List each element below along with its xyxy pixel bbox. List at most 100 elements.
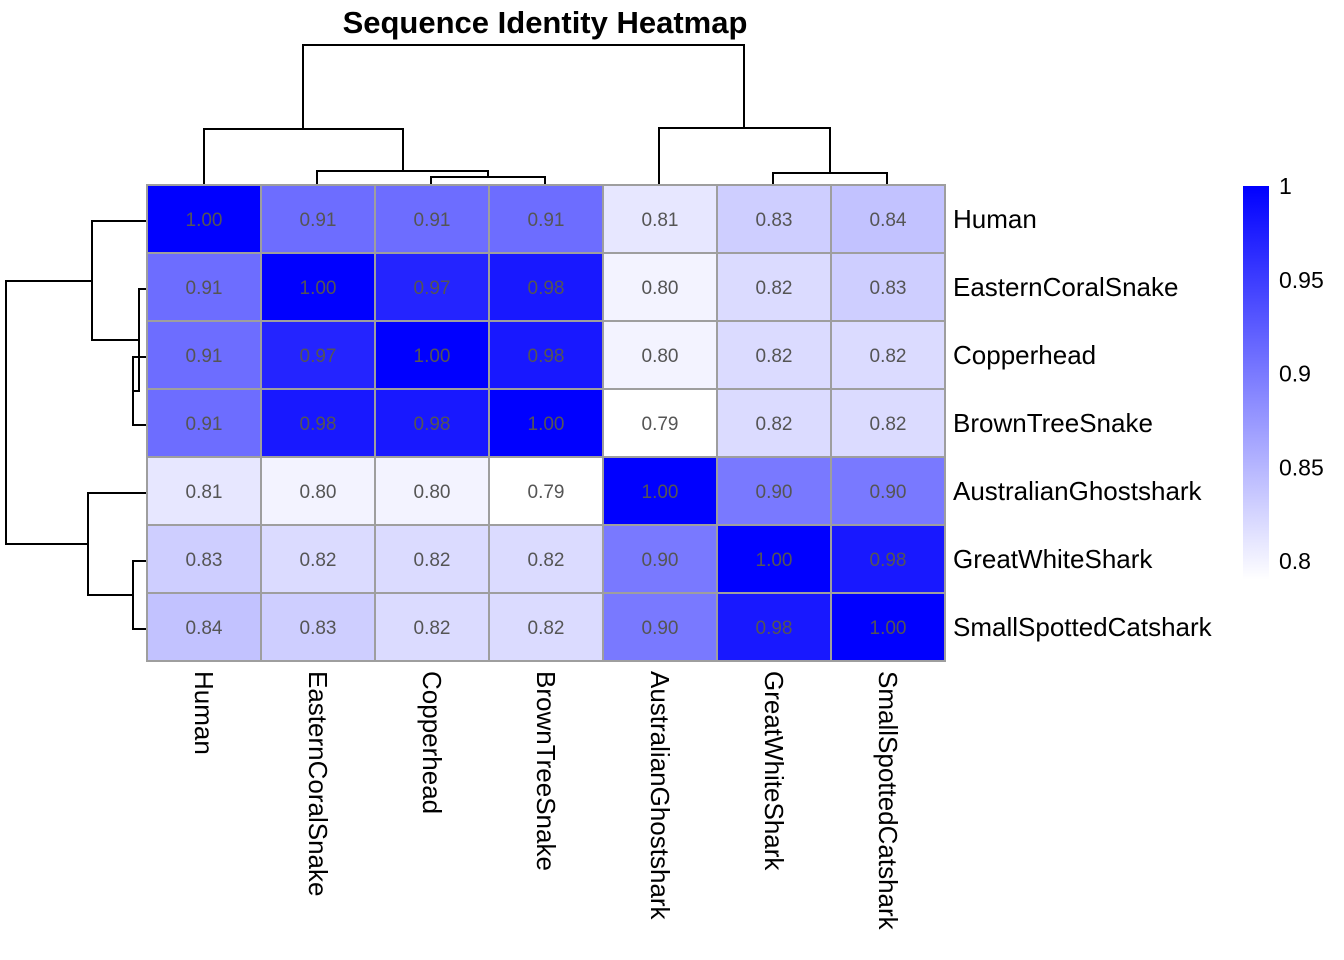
row-labels: Human EasternCoralSnake Copperhead BrownTre…: [953, 204, 1213, 642]
column-label: SmallSpottedCatshark: [873, 671, 903, 931]
cell-value-label: 0.82: [414, 618, 451, 639]
heatmap-cell: [260, 524, 376, 594]
cell-value-label: 0.83: [300, 618, 337, 639]
legend-tick-label: 0.95: [1279, 267, 1324, 293]
legend-tick-label: 0.85: [1279, 454, 1324, 480]
row-label: Copperhead: [953, 340, 1096, 370]
legend-tick-label: 1: [1279, 173, 1292, 199]
heatmap-cell: [488, 320, 604, 390]
heatmap-cell: [488, 184, 604, 254]
cell-value-label: 0.91: [186, 278, 223, 299]
chart-title: Sequence Identity Heatmap: [343, 5, 748, 40]
heatmap-cell: [374, 252, 490, 322]
cell-value-label: 0.91: [414, 210, 451, 231]
cell-value-label: 0.83: [756, 210, 793, 231]
heatmap-cell: [488, 388, 604, 458]
dendrogram-branch: [772, 172, 888, 185]
heatmap-cell: [374, 456, 490, 526]
cell-value-label: 1.00: [642, 482, 679, 503]
row-label: SmallSpottedCatshark: [953, 612, 1213, 642]
cell-value-label: 0.80: [414, 482, 451, 503]
heatmap-cell: [830, 456, 946, 526]
cell-value-label: 0.98: [528, 346, 565, 367]
column-label: BrownTreeSnake: [531, 671, 561, 871]
cell-value-label: 0.83: [186, 550, 223, 571]
cell-value-label: 0.82: [756, 278, 793, 299]
cell-value-label: 0.80: [642, 278, 679, 299]
heatmap-cell: [830, 184, 946, 254]
cell-value-label: 0.82: [870, 346, 907, 367]
cell-value-label: 1.00: [756, 550, 793, 571]
cell-value-label: 0.91: [300, 210, 337, 231]
heatmap-cell: [716, 456, 832, 526]
cell-value-label: 0.82: [300, 550, 337, 571]
row-label: Human: [953, 204, 1037, 234]
color-legend: 0.8 0.85 0.9 0.95 1: [1243, 173, 1324, 580]
cell-value-label: 0.98: [300, 414, 337, 435]
cell-value-label: 1.00: [300, 278, 337, 299]
cell-value-label: 0.82: [528, 618, 565, 639]
dendrogram-branch: [132, 560, 147, 630]
legend-tick-label: 0.9: [1279, 361, 1311, 387]
heatmap-cell: [602, 524, 718, 594]
heatmap-cell: [374, 592, 490, 662]
column-label: EasternCoralSnake: [303, 671, 333, 896]
row-label: BrownTreeSnake: [953, 408, 1153, 438]
heatmap-cell: [602, 388, 718, 458]
cell-value-label: 0.91: [186, 346, 223, 367]
cell-value-label: 0.82: [414, 550, 451, 571]
row-label: GreatWhiteShark: [953, 544, 1153, 574]
cell-value-label: 0.79: [528, 482, 565, 503]
cell-value-label: 0.98: [528, 278, 565, 299]
heatmap-cell: [716, 524, 832, 594]
heatmap-cell: [716, 388, 832, 458]
heatmap-cell: [374, 388, 490, 458]
heatmap-cell: [146, 184, 262, 254]
cell-value-label: 0.82: [756, 346, 793, 367]
cell-value-label: 1.00: [414, 346, 451, 367]
column-dendrogram: [203, 44, 888, 185]
cell-value-label: 0.80: [300, 482, 337, 503]
heatmap-cell: [716, 320, 832, 390]
dendrogram-branch: [430, 176, 546, 185]
heatmap-cell: [146, 592, 262, 662]
heatmap-cell: [830, 388, 946, 458]
legend-tick-label: 0.8: [1279, 548, 1311, 574]
heatmap-cell: [602, 320, 718, 390]
cell-value-label: 0.90: [642, 618, 679, 639]
dendrogram-branch: [87, 492, 147, 596]
cell-value-label: 0.81: [186, 482, 223, 503]
cell-value-label: 0.80: [642, 346, 679, 367]
cell-value-label: 0.84: [186, 618, 223, 639]
cell-value-label: 0.98: [414, 414, 451, 435]
heatmap-cell: [488, 252, 604, 322]
cell-value-label: 0.97: [300, 346, 337, 367]
heatmap-cell: [374, 184, 490, 254]
column-labels: Human EasternCoralSnake Copperhead BrownTre…: [189, 671, 903, 931]
row-label: AustralianGhostshark: [953, 476, 1203, 506]
cell-value-label: 1.00: [186, 210, 223, 231]
row-dendrogram: [5, 220, 147, 630]
heatmap-cell: [830, 592, 946, 662]
cell-value-label: 0.98: [756, 618, 793, 639]
column-label: AustralianGhostshark: [645, 671, 675, 921]
heatmap-cell: [830, 252, 946, 322]
cell-value-label: 0.98: [870, 550, 907, 571]
heatmap-cell: [602, 592, 718, 662]
dendrogram-branch: [658, 127, 831, 185]
dendrogram-branch: [5, 280, 92, 545]
heatmap-cell: [146, 456, 262, 526]
cell-value-label: 0.90: [870, 482, 907, 503]
heatmap-cell: [146, 388, 262, 458]
heatmap-cell: [716, 184, 832, 254]
cell-value-label: 0.82: [870, 414, 907, 435]
cell-value-label: 0.82: [528, 550, 565, 571]
heatmap-cells: 1.00 0.91 0.91 0.91 0.81 0.83 0.84 0.91 1.00 0.97…: [146, 184, 946, 662]
cell-value-label: 0.91: [186, 414, 223, 435]
cell-value-label: 0.81: [642, 210, 679, 231]
heatmap-cell: [602, 252, 718, 322]
dendrogram-branch: [203, 128, 404, 185]
cell-value-label: 1.00: [528, 414, 565, 435]
cell-value-label: 0.90: [642, 550, 679, 571]
